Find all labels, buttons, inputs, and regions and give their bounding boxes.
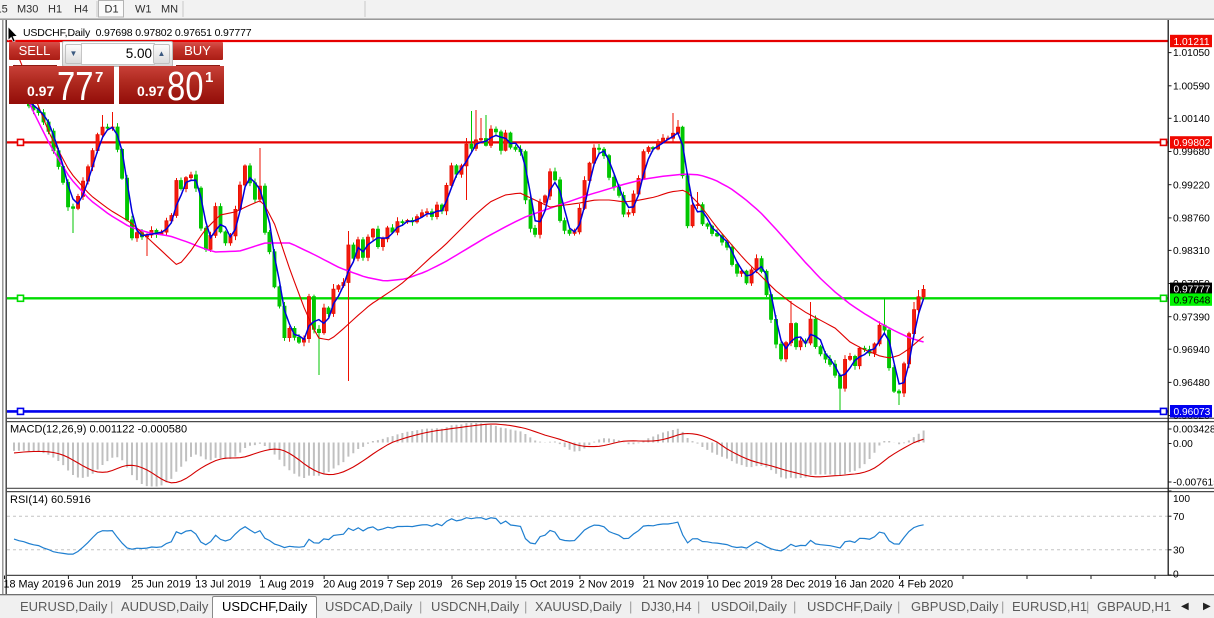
svg-text:0.97648: 0.97648 xyxy=(1174,295,1211,306)
svg-text:0.99220: 0.99220 xyxy=(1173,180,1210,191)
svg-text:USDCHF,Daily 0.97698 0.97802: USDCHF,Daily 0.97698 0.97802 0.97651 0.9… xyxy=(23,27,252,39)
svg-text:70: 70 xyxy=(1173,512,1185,523)
svg-text:0.99680: 0.99680 xyxy=(1173,147,1210,158)
svg-text:H1: H1 xyxy=(48,4,62,16)
svg-text:0.96940: 0.96940 xyxy=(1173,345,1210,356)
svg-text:0.96480: 0.96480 xyxy=(1173,378,1210,389)
svg-text:2 Nov 2019: 2 Nov 2019 xyxy=(579,579,634,591)
svg-text:-0.007615: -0.007615 xyxy=(1173,478,1214,489)
svg-text:MACD(12,26,9) 0.001122 -0.0005: MACD(12,26,9) 0.001122 -0.000580 xyxy=(10,424,187,436)
svg-text:H4: H4 xyxy=(74,4,88,16)
svg-text:15: 15 xyxy=(0,4,8,16)
svg-text:13 Jul 2019: 13 Jul 2019 xyxy=(195,579,251,591)
svg-text:21 Nov 2019: 21 Nov 2019 xyxy=(643,579,704,591)
svg-text:MN: MN xyxy=(161,4,178,16)
svg-text:15 Oct 2019: 15 Oct 2019 xyxy=(515,579,574,591)
svg-text:16 Jan 2020: 16 Jan 2020 xyxy=(835,579,894,591)
svg-text:0.98310: 0.98310 xyxy=(1173,246,1210,257)
svg-text:1.00590: 1.00590 xyxy=(1173,81,1210,92)
svg-text:RSI(14) 60.5916: RSI(14) 60.5916 xyxy=(10,494,91,506)
svg-text:D1: D1 xyxy=(105,4,119,16)
svg-text:18 May 2019: 18 May 2019 xyxy=(4,579,66,591)
svg-text:4 Feb 2020: 4 Feb 2020 xyxy=(899,579,954,591)
svg-text:7 Sep 2019: 7 Sep 2019 xyxy=(387,579,442,591)
svg-text:10 Dec 2019: 10 Dec 2019 xyxy=(707,579,768,591)
svg-text:1.01050: 1.01050 xyxy=(1173,48,1210,59)
svg-text:6 Jun 2019: 6 Jun 2019 xyxy=(67,579,120,591)
svg-text:0.99802: 0.99802 xyxy=(1174,138,1211,149)
svg-text:1 Aug 2019: 1 Aug 2019 xyxy=(259,579,314,591)
svg-text:100: 100 xyxy=(1173,494,1190,505)
svg-text:0: 0 xyxy=(1173,570,1179,581)
svg-text:0.98760: 0.98760 xyxy=(1173,214,1210,225)
svg-text:20 Aug 2019: 20 Aug 2019 xyxy=(323,579,384,591)
svg-text:0.97390: 0.97390 xyxy=(1173,312,1210,323)
svg-text:1.00140: 1.00140 xyxy=(1173,114,1210,125)
svg-text:25 Jun 2019: 25 Jun 2019 xyxy=(131,579,190,591)
svg-text:0.00: 0.00 xyxy=(1173,439,1193,450)
svg-text:26 Sep 2019: 26 Sep 2019 xyxy=(451,579,512,591)
svg-text:M30: M30 xyxy=(17,4,38,16)
svg-text:0.96073: 0.96073 xyxy=(1174,407,1211,418)
svg-text:W1: W1 xyxy=(135,4,152,16)
svg-text:1.01211: 1.01211 xyxy=(1174,37,1210,48)
svg-text:0.97777: 0.97777 xyxy=(1174,285,1211,296)
svg-text:30: 30 xyxy=(1173,545,1185,556)
svg-text:0.003428: 0.003428 xyxy=(1173,425,1214,436)
svg-text:28 Dec 2019: 28 Dec 2019 xyxy=(771,579,832,591)
